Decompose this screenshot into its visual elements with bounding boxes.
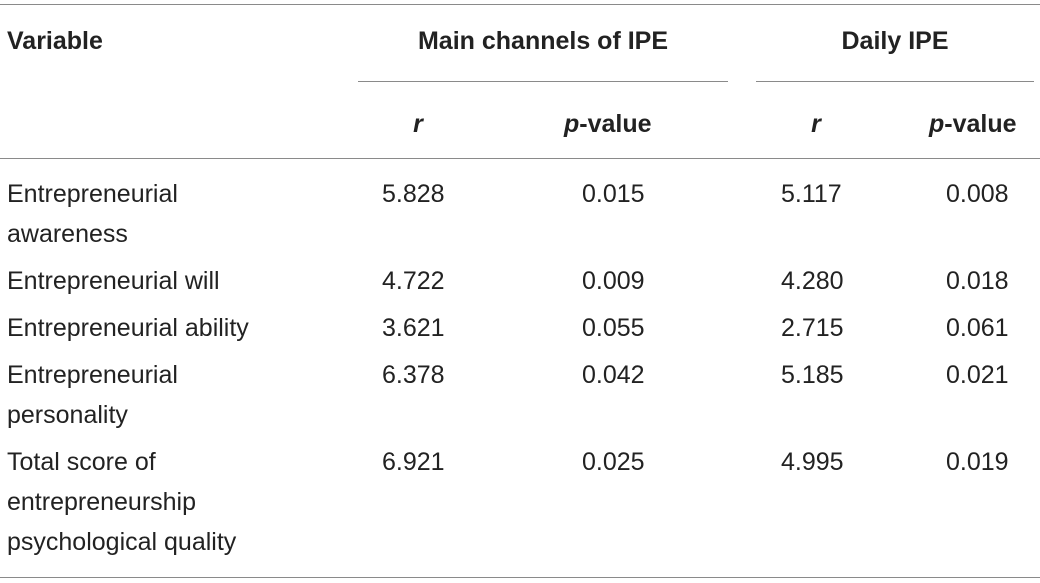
header-p-value-daily: p-value xyxy=(929,104,1017,144)
value-suffix: -value xyxy=(944,110,1017,138)
p-main-cell: 0.009 xyxy=(582,267,645,295)
variable-cell-line3: psychological quality xyxy=(7,528,237,556)
r-main-cell: 6.378 xyxy=(382,361,445,389)
r-daily-cell: 4.280 xyxy=(781,267,844,295)
p-daily-cell: 0.008 xyxy=(946,180,1009,208)
top-rule xyxy=(0,4,1040,5)
variable-cell: Entrepreneurial ability xyxy=(7,314,249,342)
r-daily-cell: 4.995 xyxy=(781,448,844,476)
header-variable: Variable xyxy=(7,27,103,55)
p-symbol: p xyxy=(929,110,945,138)
r-daily-cell: 5.185 xyxy=(781,361,844,389)
header-group-daily: Daily IPE xyxy=(841,27,949,55)
header-r-daily: r xyxy=(811,110,821,138)
header-group-main-channels: Main channels of IPE xyxy=(417,27,669,55)
variable-cell-line2: personality xyxy=(7,401,128,429)
variable-cell: Entrepreneurial xyxy=(7,180,178,208)
header-r-main: r xyxy=(413,110,423,138)
p-daily-cell: 0.061 xyxy=(946,314,1009,342)
header-p-value-main: p-value xyxy=(564,104,652,144)
r-main-cell: 5.828 xyxy=(382,180,445,208)
r-daily-cell: 5.117 xyxy=(781,180,842,208)
group1-underline xyxy=(358,81,728,82)
variable-cell: Entrepreneurial xyxy=(7,361,178,389)
variable-cell-line2: entrepreneurship xyxy=(7,488,197,516)
p-main-cell: 0.055 xyxy=(582,314,645,342)
p-symbol: p xyxy=(564,110,580,138)
p-main-cell: 0.015 xyxy=(582,180,645,208)
variable-cell: Total score of xyxy=(7,448,156,476)
r-main-cell: 3.621 xyxy=(382,314,445,342)
header-bottom-rule xyxy=(0,158,1040,159)
variable-cell: Entrepreneurial will xyxy=(7,267,220,295)
value-suffix: -value xyxy=(579,110,652,138)
bottom-rule xyxy=(0,577,1040,578)
variable-cell-line2: awareness xyxy=(7,220,128,248)
r-daily-cell: 2.715 xyxy=(781,314,844,342)
r-main-cell: 6.921 xyxy=(382,448,445,476)
p-main-cell: 0.025 xyxy=(582,448,645,476)
p-main-cell: 0.042 xyxy=(582,361,645,389)
p-daily-cell: 0.021 xyxy=(946,361,1009,389)
group2-underline xyxy=(756,81,1034,82)
p-daily-cell: 0.019 xyxy=(946,448,1009,476)
r-main-cell: 4.722 xyxy=(382,267,445,295)
p-daily-cell: 0.018 xyxy=(946,267,1009,295)
